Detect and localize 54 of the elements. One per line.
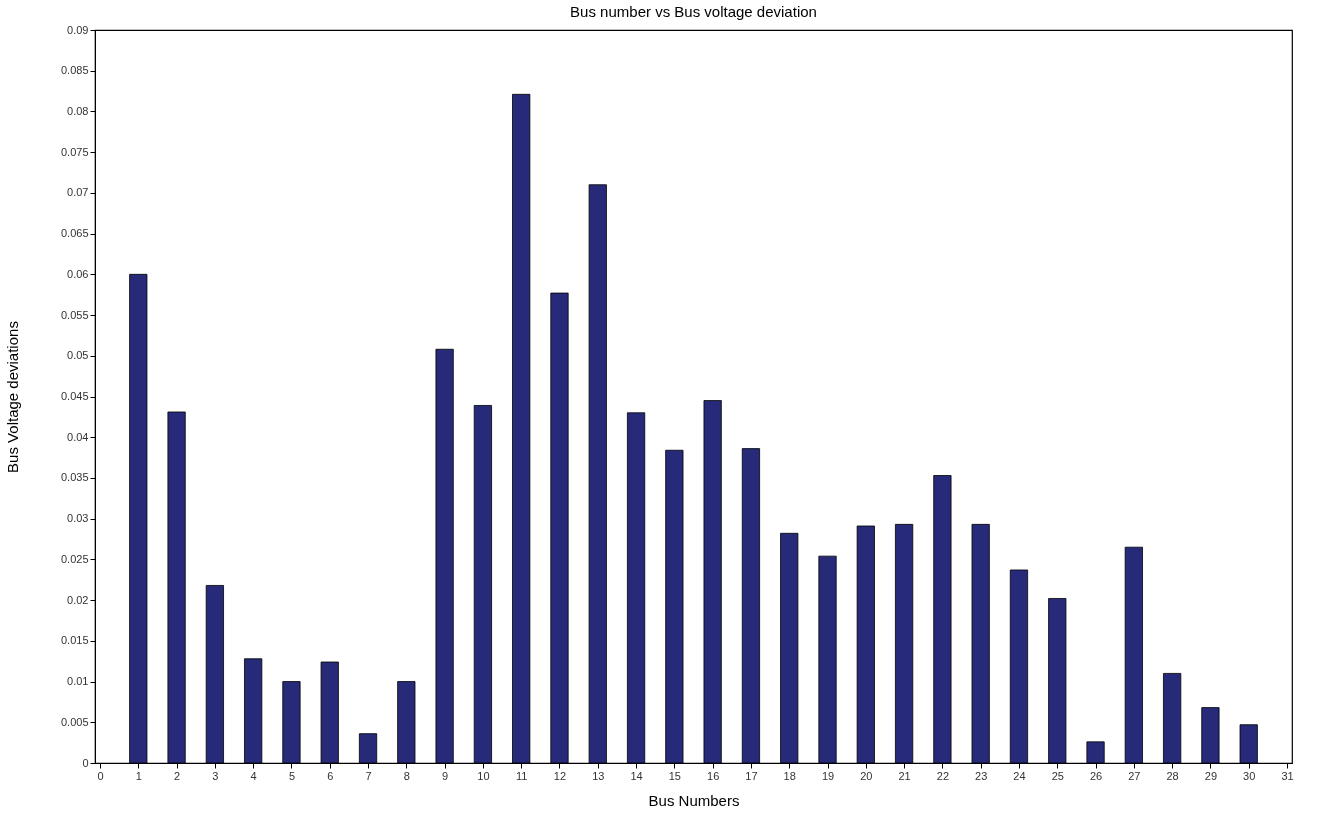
x-tick-label: 8	[403, 769, 410, 782]
x-tick-label: 12	[553, 769, 567, 782]
y-tick-label: 0.06	[67, 267, 89, 280]
x-tick-label: 0	[97, 769, 104, 782]
y-tick-label: 0.05	[67, 349, 89, 362]
x-tick-label: 1	[135, 769, 142, 782]
x-tick-label: 23	[975, 769, 988, 782]
y-tick-label: 0.075	[60, 145, 89, 158]
y-tick-label: 0.045	[60, 390, 89, 402]
x-tick-label: 30	[1243, 769, 1256, 782]
y-tick-label: 0.085	[60, 64, 89, 77]
y-tick-label: 0.035	[60, 471, 89, 484]
y-tick-label: 0.07	[67, 186, 89, 199]
x-tick-label: 19	[821, 769, 835, 782]
x-tick-label: 22	[936, 769, 950, 782]
y-tick-label: 0.01	[67, 675, 89, 688]
y-tick-label: 0.03	[67, 512, 89, 525]
chart-title: Bus number vs Bus voltage deviation	[570, 3, 817, 20]
y-tick-label: 0	[82, 756, 89, 769]
y-axis-title: Bus Voltage deviations	[3, 321, 21, 473]
x-tick-label: 13	[592, 769, 605, 782]
x-tick-label: 24	[1013, 769, 1026, 782]
y-tick-label: 0.015	[60, 634, 89, 647]
x-tick-label: 15	[668, 769, 681, 782]
y-tick-label: 0.09	[67, 23, 89, 36]
y-tick-label: 0.02	[67, 593, 89, 606]
y-tick-label: 0.08	[67, 104, 89, 117]
x-tick-label: 5	[288, 769, 296, 782]
y-tick-label: 0.055	[60, 308, 89, 321]
x-tick-label: 17	[745, 769, 758, 782]
x-tick-label: 4	[250, 769, 257, 782]
y-tick-label: 0.065	[60, 227, 89, 240]
y-tick-label: 0.04	[67, 430, 89, 443]
x-tick-label: 27	[1128, 769, 1141, 782]
x-tick-label: 16	[707, 769, 720, 782]
x-tick-label: 14	[630, 769, 643, 782]
x-tick-label: 25	[1051, 769, 1064, 782]
x-axis-title: Bus Numbers	[648, 791, 740, 809]
x-tick-label: 11	[515, 769, 528, 782]
x-tick-label: 10	[477, 769, 490, 782]
y-tick-label: 0.005	[60, 715, 89, 728]
x-tick-label: 31	[1281, 769, 1294, 782]
x-tick-label: 21	[898, 769, 911, 782]
x-tick-label: 26	[1089, 769, 1103, 782]
x-tick-label: 6	[327, 769, 334, 782]
x-tick-label: 7	[365, 769, 372, 782]
x-tick-label: 3	[212, 769, 219, 782]
x-tick-label: 18	[783, 769, 796, 782]
x-tick-label: 28	[1166, 769, 1179, 782]
x-tick-label: 29	[1204, 769, 1218, 782]
x-tick-label: 2	[174, 769, 181, 782]
x-tick-label: 9	[442, 769, 449, 782]
x-tick-label: 20	[860, 769, 873, 782]
y-tick-label: 0.025	[60, 552, 89, 565]
